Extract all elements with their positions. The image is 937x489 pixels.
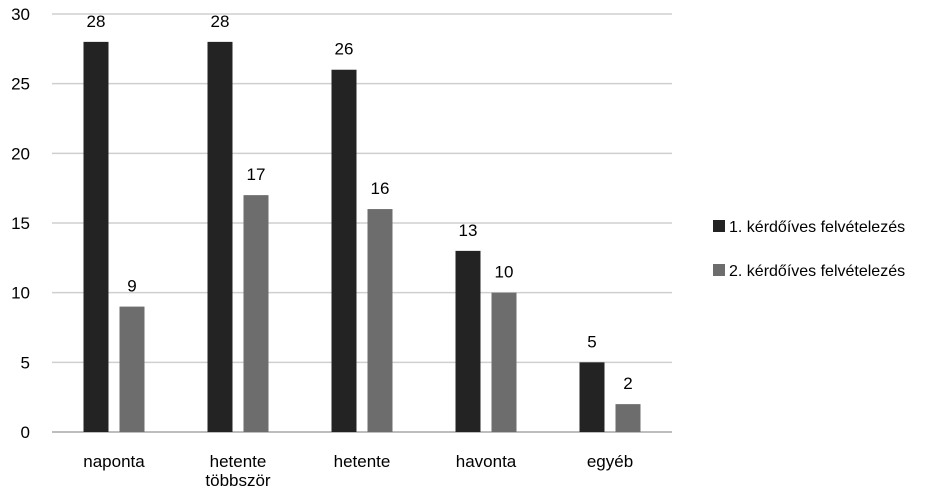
- data-label: 5: [587, 332, 596, 351]
- data-label: 2: [623, 374, 632, 393]
- y-tick-label: 30: [11, 5, 30, 24]
- bar-series2-3: [491, 292, 517, 432]
- data-label: 26: [335, 40, 354, 59]
- gridlines: [52, 13, 672, 433]
- data-label: 17: [247, 165, 266, 184]
- y-tick-label: 10: [11, 284, 30, 303]
- y-tick-label: 0: [21, 423, 30, 442]
- data-label: 9: [127, 277, 136, 296]
- data-label: 10: [495, 263, 514, 282]
- legend-swatch: [713, 220, 725, 232]
- data-label: 28: [87, 12, 106, 31]
- bar-series2-0: [119, 306, 145, 432]
- bars: [83, 41, 641, 432]
- x-category-label: hetente: [210, 452, 267, 471]
- x-category-label: hetente: [334, 452, 391, 471]
- y-tick-label: 20: [11, 144, 30, 163]
- bar-series1-2: [331, 69, 357, 432]
- legend: 1. kérdőíves felvételezés 2. kérdőíves fe…: [713, 219, 905, 280]
- bar-series1-3: [455, 250, 481, 432]
- legend-swatch: [713, 264, 725, 276]
- x-category-label: naponta: [83, 452, 145, 471]
- bar-series2-2: [367, 209, 393, 432]
- x-category-label: többször: [205, 471, 271, 489]
- data-label: 13: [459, 221, 478, 240]
- y-tick-label: 25: [11, 75, 30, 94]
- y-axis-ticks: 0 5 10 15 20 25 30: [11, 5, 30, 442]
- data-label: 28: [211, 12, 230, 31]
- bar-series1-4: [579, 362, 605, 432]
- data-label: 16: [371, 179, 390, 198]
- x-category-label: egyéb: [587, 452, 633, 471]
- y-tick-label: 15: [11, 214, 30, 233]
- legend-label: 1. kérdőíves felvételezés: [729, 219, 905, 236]
- y-tick-label: 5: [21, 353, 30, 372]
- bar-series2-1: [243, 195, 269, 432]
- bar-series1-0: [83, 41, 109, 432]
- bar-series1-1: [207, 41, 233, 432]
- x-category-label: havonta: [456, 452, 517, 471]
- legend-label: 2. kérdőíves felvételezés: [729, 263, 905, 280]
- data-labels: 28 9 28 17 26 16 13 10 5 2: [87, 12, 633, 393]
- bar-series2-4: [615, 404, 641, 432]
